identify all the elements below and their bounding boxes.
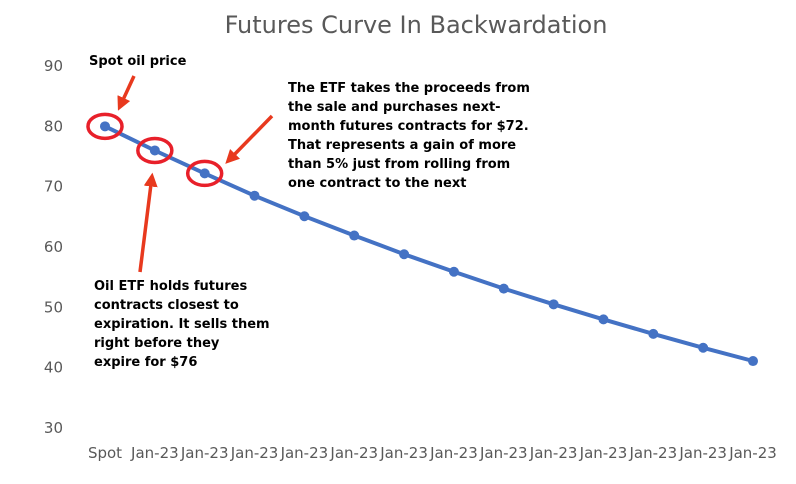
x-tick-label: Jan-23 (678, 444, 727, 462)
annotation-etf-holds: Oil ETF holds futures contracts closest … (94, 279, 270, 370)
data-point (299, 211, 310, 222)
x-tick-label: Jan-23 (479, 444, 528, 462)
data-point (199, 168, 210, 179)
x-tick-label: Jan-23 (130, 444, 179, 462)
data-point (648, 328, 659, 339)
data-point (748, 356, 758, 367)
x-tick-label: Jan-23 (728, 444, 777, 462)
data-point (349, 230, 360, 241)
data-point (548, 299, 559, 310)
x-tick-label: Jan-23 (429, 444, 478, 462)
data-point (448, 266, 459, 277)
x-axis: Spot Jan-23 Jan-23 Jan-23 Jan-23 Jan-23 Jan-23… (88, 444, 777, 462)
x-tick-label: Spot (88, 444, 122, 462)
data-point (149, 145, 160, 156)
x-tick-label: Jan-23 (280, 444, 329, 462)
y-axis: 30 40 50 60 70 80 90 (44, 57, 63, 437)
data-point (698, 342, 709, 353)
data-point (598, 314, 609, 325)
x-tick-label: Jan-23 (579, 444, 628, 462)
chart-title: Futures Curve In Backwardation (225, 11, 608, 39)
data-point (399, 249, 410, 260)
x-tick-label: Jan-23 (230, 444, 279, 462)
y-tick-label: 30 (44, 419, 63, 437)
annotation-etf-roll: The ETF takes the proceeds from the sale… (288, 81, 530, 191)
x-tick-label: Jan-23 (379, 444, 428, 462)
x-tick-label: Jan-23 (329, 444, 378, 462)
highlight-circle (185, 159, 224, 188)
highlight-circles (86, 112, 224, 188)
data-point (498, 283, 509, 294)
y-tick-label: 40 (44, 359, 63, 377)
y-tick-label: 60 (44, 238, 63, 256)
x-tick-label: Jan-23 (628, 444, 677, 462)
x-tick-label: Jan-23 (529, 444, 578, 462)
annotation-spot-price: Spot oil price (89, 54, 187, 69)
y-tick-label: 70 (44, 178, 63, 196)
y-tick-label: 80 (44, 117, 63, 135)
highlight-circle (136, 136, 174, 165)
data-point (249, 190, 260, 201)
series-line (103, 124, 755, 363)
arrow-etf-roll (225, 114, 274, 164)
data-point (100, 121, 110, 132)
arrow-spot-price (117, 75, 136, 111)
y-tick-label: 50 (44, 298, 63, 316)
arrow-etf-holds (138, 172, 158, 273)
highlight-circle (86, 112, 124, 141)
y-tick-label: 90 (44, 57, 63, 75)
data-points (100, 121, 758, 367)
x-tick-label: Jan-23 (180, 444, 229, 462)
annotation-arrows (117, 75, 274, 273)
